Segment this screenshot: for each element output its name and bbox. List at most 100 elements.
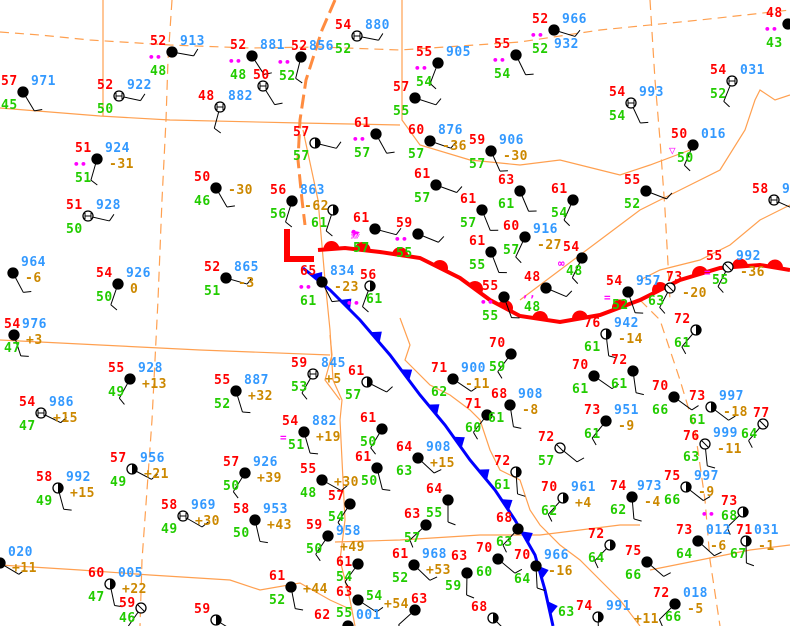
sky-cover-filled-icon [430, 179, 442, 191]
pressure-label: 9 [782, 182, 790, 197]
dewpoint-label: 46 [119, 611, 136, 626]
weather-symbol: = [604, 291, 612, 304]
temperature-label: 55 [482, 279, 499, 294]
station-plot [476, 204, 499, 231]
sky-cover-filled-icon [669, 598, 681, 610]
dewpoint-label: 57 [460, 216, 477, 231]
pressure-tendency-label: -3 [238, 276, 255, 291]
station-plot [337, 498, 356, 530]
wind-barb-feather [684, 164, 691, 172]
temperature-label: 74 [610, 479, 627, 494]
pressure-tendency-label: +22 [122, 582, 147, 597]
pressure-label: 031 [754, 523, 779, 538]
cold-front-triangle [547, 601, 558, 615]
wind-barb-feather [376, 606, 384, 613]
wind-barb-feather [536, 587, 545, 591]
sky-cover-filled-icon [316, 474, 328, 486]
pressure-tendency-label: +11 [12, 561, 37, 576]
dewpoint-label: 64 [514, 572, 531, 587]
temperature-label: 70 [476, 541, 493, 556]
sky-cover-filled-icon [530, 560, 542, 572]
pressure-label: 956 [140, 451, 165, 466]
sky-cover-filled-icon [510, 49, 522, 61]
warm-front-semicircle [767, 259, 783, 269]
station-plot [342, 620, 354, 626]
cold-front-triangle [538, 565, 549, 580]
dewpoint-label: 54 [494, 67, 511, 82]
wind-barb-feather [295, 77, 303, 84]
temperature-label: 70 [652, 379, 669, 394]
sky-half-fill [216, 615, 221, 625]
station-plot [8, 329, 29, 357]
station-plot [683, 139, 699, 172]
sky-cover-filled-icon [352, 558, 364, 570]
pressure-tendency-label: -62 [304, 199, 329, 214]
dewpoint-label: 50 [677, 151, 694, 166]
temperature-label: 74 [576, 599, 593, 614]
dewpoint-label: 61 [494, 478, 511, 493]
dewpoint-label: 54 [609, 109, 626, 124]
wind-barb-feather [633, 518, 642, 522]
pressure-label: 928 [138, 361, 163, 376]
temperature-label: 76 [584, 316, 601, 331]
temperature-label: 75 [664, 469, 681, 484]
station-plot [177, 510, 209, 528]
pressure-label: 906 [499, 133, 524, 148]
wind-barb-feather [60, 416, 67, 424]
weather-symbol: ▽ [669, 144, 677, 157]
dewpoint-label: 57 [404, 531, 421, 546]
dewpoint-label: 50 [223, 479, 240, 494]
temperature-label: 65 [300, 264, 317, 279]
dewpoint-label: 57 [503, 243, 520, 258]
pressure-tendency-label: +43 [267, 518, 292, 533]
station-plot [309, 137, 342, 149]
dewpoint-label: 50 [97, 102, 114, 117]
temperature-label: 55 [624, 173, 641, 188]
sky-cover-filled-icon [91, 153, 103, 165]
station-plot [768, 194, 790, 208]
temperature-label: 60 [408, 123, 425, 138]
dewpoint-label: 61 [689, 413, 706, 428]
pressure-label: 961 [571, 480, 596, 495]
dewpoint-label: 55 [469, 258, 486, 273]
warm-front-semicircles [323, 240, 783, 321]
missing-mark [724, 263, 732, 271]
dewpoint-label: 57 [414, 191, 431, 206]
border-line [0, 339, 331, 356]
sky-cover-filled-icon [210, 182, 222, 194]
pressure-label: 953 [263, 502, 288, 517]
wind-barb-feather [635, 392, 644, 396]
temperature-label: 73 [584, 403, 601, 418]
sky-cover-filled-icon [447, 373, 459, 385]
dewpoint-label: 55 [482, 309, 499, 324]
wind-barb-feather [18, 569, 26, 575]
weather-symbol: •• [480, 296, 495, 309]
wind-barb-feather [497, 371, 503, 379]
wind-barb-feather [109, 214, 115, 222]
temperature-label: 68 [491, 387, 508, 402]
station-plot [592, 611, 604, 626]
wind-barb-feather [447, 521, 456, 526]
temperature-label: 61 [353, 211, 370, 226]
pressure-tendency-label: -9 [698, 485, 715, 500]
dewpoint-label: 54 [551, 206, 568, 221]
sky-cover-filled-icon [412, 452, 424, 464]
station-plot [127, 602, 147, 626]
temperature-label: 56 [270, 183, 287, 198]
wind-barb-feather [681, 346, 687, 355]
wind-barb-feather [140, 93, 146, 101]
pressure-label: 880 [365, 18, 390, 33]
pressure-label: 957 [636, 274, 661, 289]
dewpoint-label: 63 [683, 450, 700, 465]
weather-symbol: •• [346, 297, 361, 310]
pressure-label: 908 [518, 387, 543, 402]
wind-barb-feather [429, 83, 437, 90]
pressure-tendency-label: -36 [442, 139, 467, 154]
sky-cover-filled-icon [476, 204, 488, 216]
dewpoint-label: 59 [489, 360, 506, 375]
pressure-tendency-label: +32 [248, 389, 273, 404]
wind-barb-feather [118, 397, 125, 405]
pressure-tendency-label: +44 [303, 582, 328, 597]
temperature-label: 55 [108, 361, 125, 376]
wind-barb-feather [193, 48, 199, 57]
